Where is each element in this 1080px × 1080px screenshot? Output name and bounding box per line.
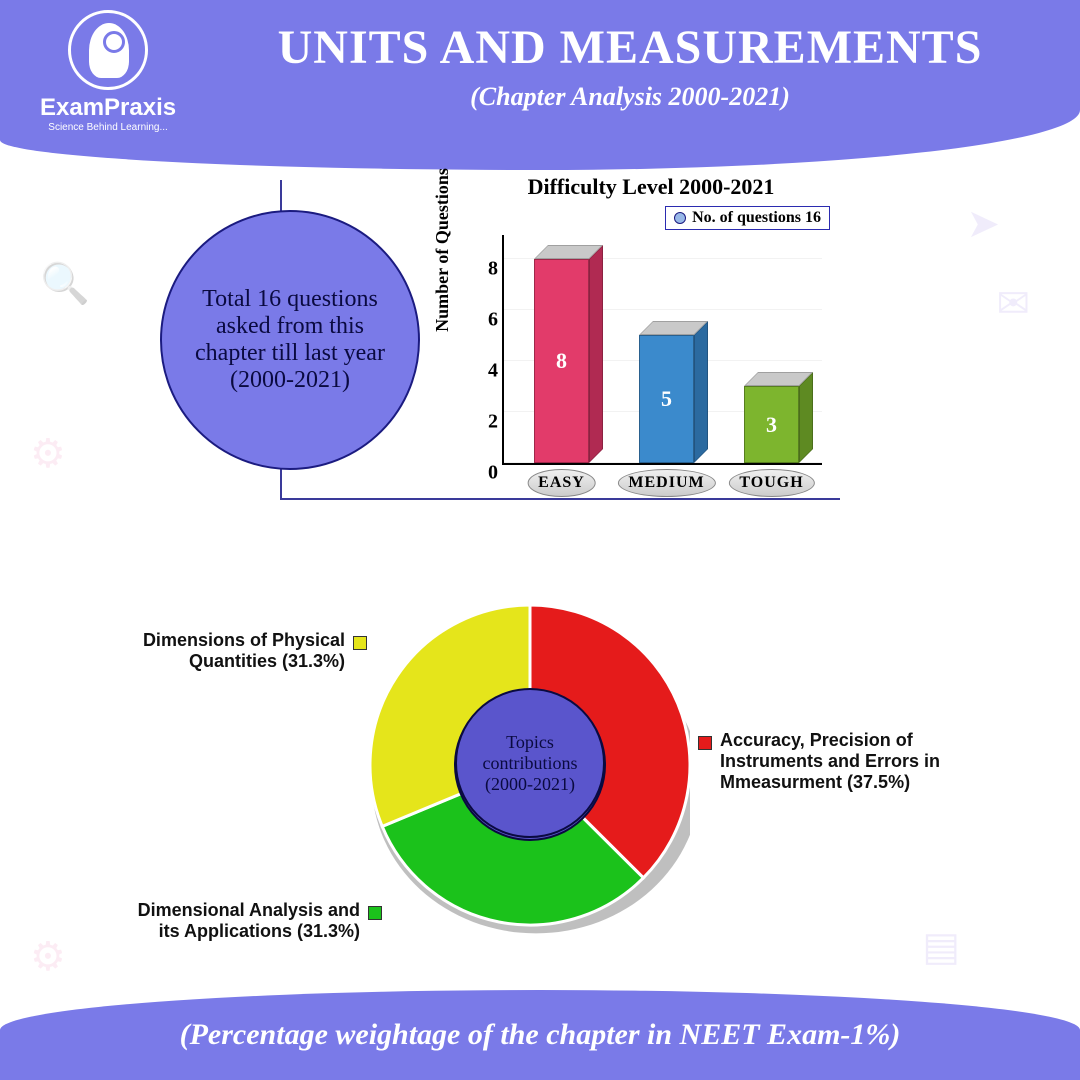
pie-slice-label: Dimensions of Physical Quantities (31.3%… [105,630,345,672]
brand-logo: ExamPraxis Science Behind Learning... [40,10,176,133]
page-title: UNITS AND MEASUREMENTS [220,20,1040,75]
mail-icon: ✉ [996,280,1030,327]
bar-chart-legend: No. of questions 16 [665,206,830,230]
x-label: TOUGH [728,469,814,497]
y-tick: 2 [488,410,498,433]
summary-badge-text: Total 16 questions asked from this chapt… [182,286,398,394]
leader-marker [353,636,367,650]
search-icon: 🔍 [40,260,90,307]
bar-easy: 8EASY [534,259,589,463]
page-subtitle: (Chapter Analysis 2000-2021) [220,82,1040,112]
footer-wave: (Percentage weightage of the chapter in … [0,990,1080,1080]
topics-pie-chart: Topics contributions (2000-2021) Accurac… [0,560,1080,980]
y-tick: 6 [488,308,498,331]
bar-chart-title: Difficulty Level 2000-2021 [462,174,840,200]
legend-dot-icon [674,212,686,224]
leader-marker [368,906,382,920]
bar-tough: 3TOUGH [744,386,799,463]
pie-center-text: Topics contributions (2000-2021) [463,732,597,795]
bar-plot-area: 024688EASY5MEDIUM3TOUGH [502,235,822,465]
y-tick: 4 [488,359,498,382]
brand-tagline: Science Behind Learning... [40,122,176,133]
y-tick: 0 [488,462,498,485]
summary-badge: Total 16 questions asked from this chapt… [160,210,420,470]
brain-gear-icon [68,10,148,90]
leader-marker [698,736,712,750]
bar-value: 3 [744,386,799,463]
y-axis-label: Number of Questions [432,150,453,350]
pie-slice-label: Accuracy, Precision of Instruments and E… [720,730,960,793]
x-label: MEDIUM [617,469,715,497]
y-tick: 8 [488,257,498,280]
chat-icon: ▤ [922,923,960,970]
x-label: EASY [527,469,596,497]
bar-value: 5 [639,335,694,463]
cursor-icon: ➤ [966,200,1000,247]
gear-icon: ⚙ [30,933,66,980]
gear-icon: ⚙ [30,430,66,477]
legend-text: No. of questions 16 [692,209,821,227]
content-area: Total 16 questions asked from this chapt… [0,170,1080,990]
brand-name: ExamPraxis [40,94,176,122]
pie-center-label: Topics contributions (2000-2021) [455,688,605,838]
bar-medium: 5MEDIUM [639,335,694,463]
bar-value: 8 [534,259,589,463]
pie-slice-label: Dimensional Analysis and its Application… [120,900,360,942]
footer-text: (Percentage weightage of the chapter in … [180,1018,901,1052]
